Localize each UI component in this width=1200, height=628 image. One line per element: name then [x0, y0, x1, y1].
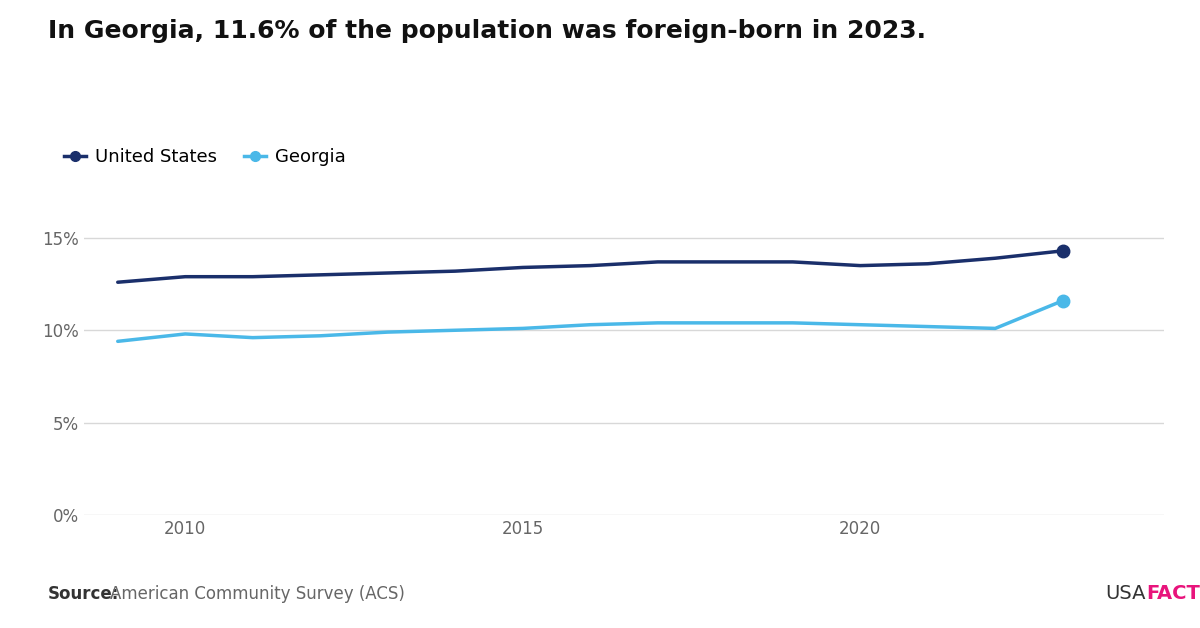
Text: Source:: Source: — [48, 585, 119, 603]
Text: FACTS: FACTS — [1146, 584, 1200, 603]
Text: In Georgia, 11.6% of the population was foreign-born in 2023.: In Georgia, 11.6% of the population was … — [48, 19, 926, 43]
Text: American Community Survey (ACS): American Community Survey (ACS) — [110, 585, 406, 603]
Text: USA: USA — [1105, 584, 1146, 603]
Legend: United States, Georgia: United States, Georgia — [58, 141, 353, 173]
